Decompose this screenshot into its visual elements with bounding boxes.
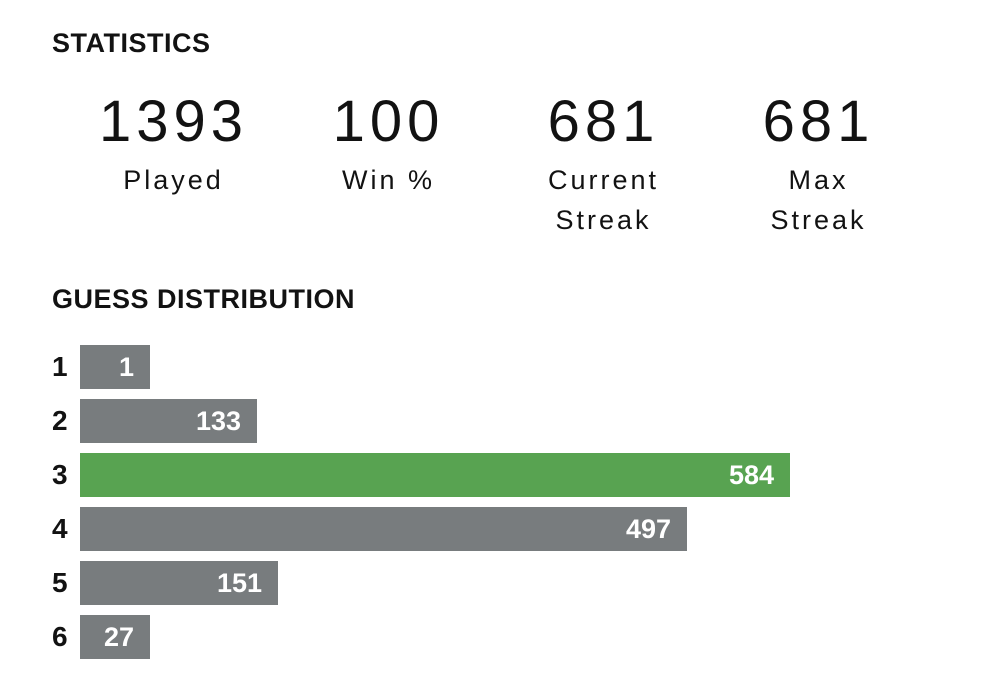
guess-distribution-chart: 1 1 2 133 3 584 4 497 5 151 6 27 xyxy=(52,344,1000,659)
guess-count-bar: 133 xyxy=(80,398,257,443)
guess-count-bar: 497 xyxy=(80,506,687,551)
guess-count-value: 1 xyxy=(118,351,134,382)
stat-label: Max Streak xyxy=(770,164,867,235)
guess-count-value: 151 xyxy=(216,567,262,598)
guess-count-value: 584 xyxy=(728,459,774,490)
stat-item: 681 Current Streak xyxy=(496,89,711,240)
stat-item: 681 Max Streak xyxy=(711,89,926,240)
guess-number-label: 1 xyxy=(52,350,68,382)
stat-label: Win % xyxy=(341,164,435,195)
guess-count-bar: 584 xyxy=(80,452,790,497)
guess-count-value: 133 xyxy=(195,405,241,436)
guess-count-bar: 151 xyxy=(80,560,278,605)
guess-number-label: 2 xyxy=(52,404,68,436)
guess-count-value: 27 xyxy=(103,621,134,652)
stat-value: 1393 xyxy=(98,89,249,154)
guess-count-bar: 27 xyxy=(80,614,150,659)
stat-label: Played xyxy=(123,164,224,195)
stat-item: 100 Win % xyxy=(281,89,496,240)
guess-distribution-heading: GUESS DISTRIBUTION xyxy=(52,283,356,314)
guess-count-bar: 1 xyxy=(80,344,150,389)
guess-number-label: 3 xyxy=(52,458,68,490)
stat-label: Current Streak xyxy=(547,164,660,235)
statistics-heading: STATISTICS xyxy=(52,28,211,58)
guess-distribution-row: 4 497 xyxy=(52,506,1000,551)
stat-value: 681 xyxy=(547,89,660,154)
guess-distribution-row: 3 584 xyxy=(52,452,1000,497)
guess-number-label: 4 xyxy=(52,512,68,544)
guess-distribution-row: 2 133 xyxy=(52,398,1000,443)
stat-value: 681 xyxy=(762,89,875,154)
statistics-summary-row: 1393 Played 100 Win % 681 Current Streak… xyxy=(66,89,926,240)
stat-item: 1393 Played xyxy=(66,89,281,240)
guess-count-value: 497 xyxy=(625,513,671,544)
guess-number-label: 6 xyxy=(52,620,68,652)
stat-value: 100 xyxy=(332,89,445,154)
guess-distribution-row: 6 27 xyxy=(52,614,1000,659)
guess-distribution-row: 1 1 xyxy=(52,344,1000,389)
guess-number-label: 5 xyxy=(52,566,68,598)
guess-distribution-row: 5 151 xyxy=(52,560,1000,605)
